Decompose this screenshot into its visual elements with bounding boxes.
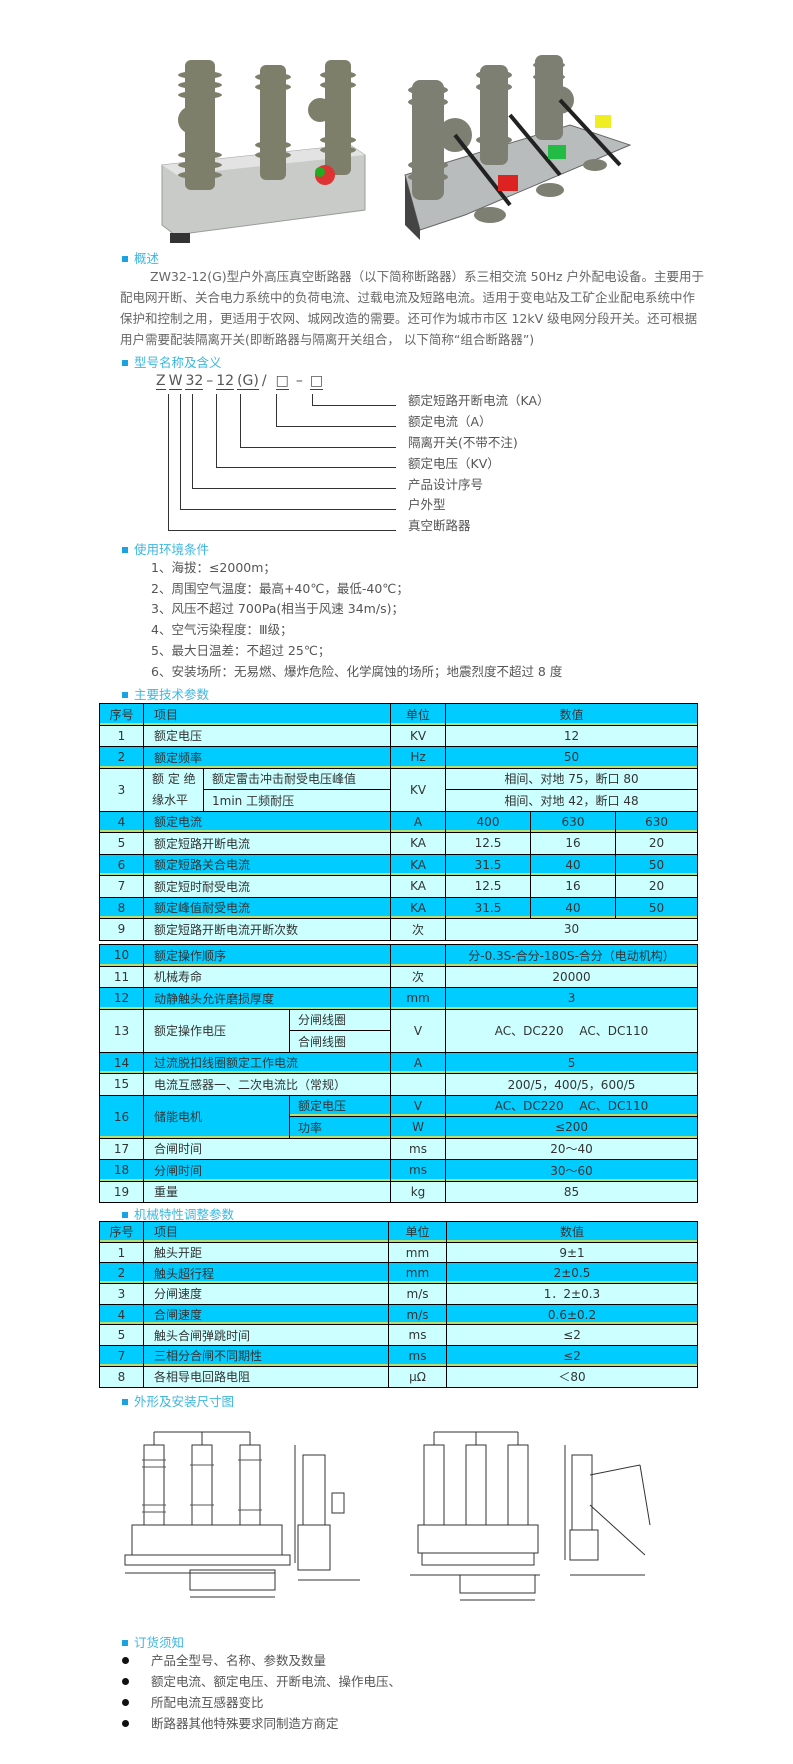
table-row: 1 触头开距 mm 9±1 xyxy=(99,1241,698,1264)
table-row: 5 额定短路开断电流 KA 12.5 16 20 xyxy=(99,832,699,855)
table-row: 11 机械寿命次 20000 xyxy=(99,965,699,988)
table-row: 14 过流脱扣线圈额定工作电流 A 5 xyxy=(99,1051,699,1074)
table-row: 13 额定操作电压 分闸线圈 V AC、DC220 AC、DC110 xyxy=(99,1008,699,1053)
order-item: 产品全型号、名称、参数及数量 xyxy=(122,1653,326,1669)
table-row: 2 额定频率 Hz 50 xyxy=(99,746,699,769)
table-row: 6 额定短路关合电流 KA 31.5 40 50 xyxy=(99,853,699,876)
section-heading-dimensions: 外形及安装尺寸图 xyxy=(122,1391,234,1410)
bullet-dot-icon xyxy=(122,1720,129,1727)
model-code-leader-lines xyxy=(168,394,396,531)
order-item: 额定电流、额定电压、开断电流、操作电压、 xyxy=(122,1674,401,1690)
model-label-design-number: 产品设计序号 xyxy=(408,477,484,492)
table-header-row: 序号 项目 单位 数值 xyxy=(99,1221,698,1243)
env-item: 2、周围空气温度：最高+40℃，最低-40℃； xyxy=(151,581,409,596)
bullet-square-icon xyxy=(122,1639,128,1646)
table-row: 4 合闸速度 m/s 0.6±0.2 xyxy=(99,1303,698,1326)
overview-line: ZW32-12(G)型户外高压真空断路器（以下简称断路器）系三相交流 50Hz … xyxy=(150,269,704,284)
bullet-dot-icon xyxy=(122,1657,129,1664)
overview-line: 用户需要配装隔离开关(即断路器与隔离开关组合， 以下简称“组合断路器”) xyxy=(120,332,535,347)
table-row: 12 动静触头允许磨损厚度 mm 3 xyxy=(99,987,699,1010)
table-row: 15 电流互感器一、二次电流比（常规） 200/5，400/5，600/5 xyxy=(99,1073,699,1096)
table-row: 8 额定峰值耐受电流 KA 31.5 40 50 xyxy=(99,896,699,919)
table-row: 1min 工频耐压 相间、对地 42，断口 48 xyxy=(100,789,699,812)
product-photo-zw32g xyxy=(404,55,632,240)
model-label-isolator: 隔离开关(不带不注) xyxy=(408,435,518,450)
dimension-drawings xyxy=(124,1431,651,1601)
table-row: 功率 W ≤200 xyxy=(100,1116,699,1139)
model-label-outdoor: 户外型 xyxy=(408,497,446,512)
bullet-square-icon xyxy=(122,255,128,262)
bullet-dot-icon xyxy=(122,1699,129,1706)
bullet-square-icon xyxy=(122,691,128,698)
table-row: 17 合闸时间 ms 20～40 xyxy=(99,1137,699,1160)
section-heading-model: 型号名称及含义 xyxy=(122,352,222,371)
bullet-square-icon xyxy=(122,1211,128,1218)
overview-line: 配电网开断、关合电力系统中的负荷电流、过载电流及短路电流。适用于变电站及工矿企业… xyxy=(120,290,696,305)
table-row: 7 额定短时耐受电流 KA 12.5 16 20 xyxy=(99,875,699,898)
product-photos xyxy=(161,55,632,243)
mechanical-params-table: 序号 项目 单位 数值 1 触头开距 mm 9±1 2 触头超行程 mm 2±0.5 3 分闸速度 m… xyxy=(99,1221,698,1388)
table-row: 3 分闸速度 m/s 1．2±0.3 xyxy=(99,1283,698,1305)
bullet-square-icon xyxy=(122,359,128,366)
table-row: 2 触头超行程 mm 2±0.5 xyxy=(99,1262,698,1285)
product-photo-zw32 xyxy=(161,60,366,243)
section-heading-tech: 主要技术参数 xyxy=(122,684,209,703)
model-label-breaking-current: 额定短路开断电流（KA） xyxy=(408,393,550,408)
env-item: 6、安装场所：无易燃、爆炸危险、化学腐蚀的场所；地震烈度不超过 8 度 xyxy=(151,664,563,679)
table-row: 18 分闸时间 ms 30～60 xyxy=(99,1159,699,1182)
table-row: 19 重量 kg 85 xyxy=(99,1180,699,1203)
overview-line: 保护和控制之用，更适用于农网、城网改造的需要。还可作为城市市区 12kV 级电网… xyxy=(120,311,698,326)
bullet-square-icon xyxy=(122,1398,128,1405)
table-header-row: 序号 项目 单位 数值 xyxy=(99,703,699,726)
table-row: 16 储能电机 额定电压 V AC、DC220 AC、DC110 xyxy=(99,1094,699,1139)
section-heading-order: 订货须知 xyxy=(122,1632,184,1651)
order-item: 断路器其他特殊要求同制造方商定 xyxy=(122,1716,339,1732)
table-row: 7 三相分合闸不同期性 ms ≤2 xyxy=(99,1345,698,1367)
section-heading-mechanical: 机械特性调整参数 xyxy=(122,1204,234,1223)
table-row: 9 额定短路开断电流开断次数次 30 xyxy=(99,918,699,941)
dimension-drawing-1 xyxy=(124,1431,360,1598)
table-row: 10 额定操作顺序 分-0.3S-合分-180S-合分（电动机构） xyxy=(99,944,699,967)
overview-paragraph: ZW32-12(G)型户外高压真空断路器（以下简称断路器）系三相交流 50Hz … xyxy=(120,266,790,350)
model-label-rated-current: 额定电流（A） xyxy=(408,414,492,429)
table-row: 合闸线圈 xyxy=(100,1030,698,1053)
section-heading-environment: 使用环境条件 xyxy=(122,539,209,558)
dimension-drawing-2 xyxy=(410,1431,651,1601)
bullet-square-icon xyxy=(122,546,128,553)
model-code: Z W 32–12 (G) / □ – □ xyxy=(156,373,324,390)
table-row: 1 额定电压 KV 12 xyxy=(99,724,699,747)
env-item: 3、风压不超过 700Pa(相当于风速 34m/s)； xyxy=(151,601,404,616)
bullet-dot-icon xyxy=(122,1678,129,1685)
section-heading-overview: 概述 xyxy=(122,248,159,267)
order-item: 所配电流互感器变比 xyxy=(122,1695,264,1711)
model-label-rated-voltage: 额定电压（KV） xyxy=(408,456,500,471)
env-item: 4、空气污染程度：Ⅲ级； xyxy=(151,622,293,637)
tech-params-table-continued: 10 额定操作顺序 分-0.3S-合分-180S-合分（电动机构） 11 机械寿命次 2… xyxy=(99,944,699,1203)
table-row: 5 触头合闸弹跳时间 ms ≤2 xyxy=(99,1324,698,1347)
env-item: 1、海拔：≤2000m； xyxy=(151,560,276,575)
env-item: 5、最大日温差：不超过 25℃； xyxy=(151,643,331,658)
table-row: 8 各相导电回路电阻 μΩ ＜80 xyxy=(99,1365,698,1388)
table-row: 4 额定电流 A 400 630 630 xyxy=(99,810,699,833)
model-label-vacuum-breaker: 真空断路器 xyxy=(408,518,471,533)
